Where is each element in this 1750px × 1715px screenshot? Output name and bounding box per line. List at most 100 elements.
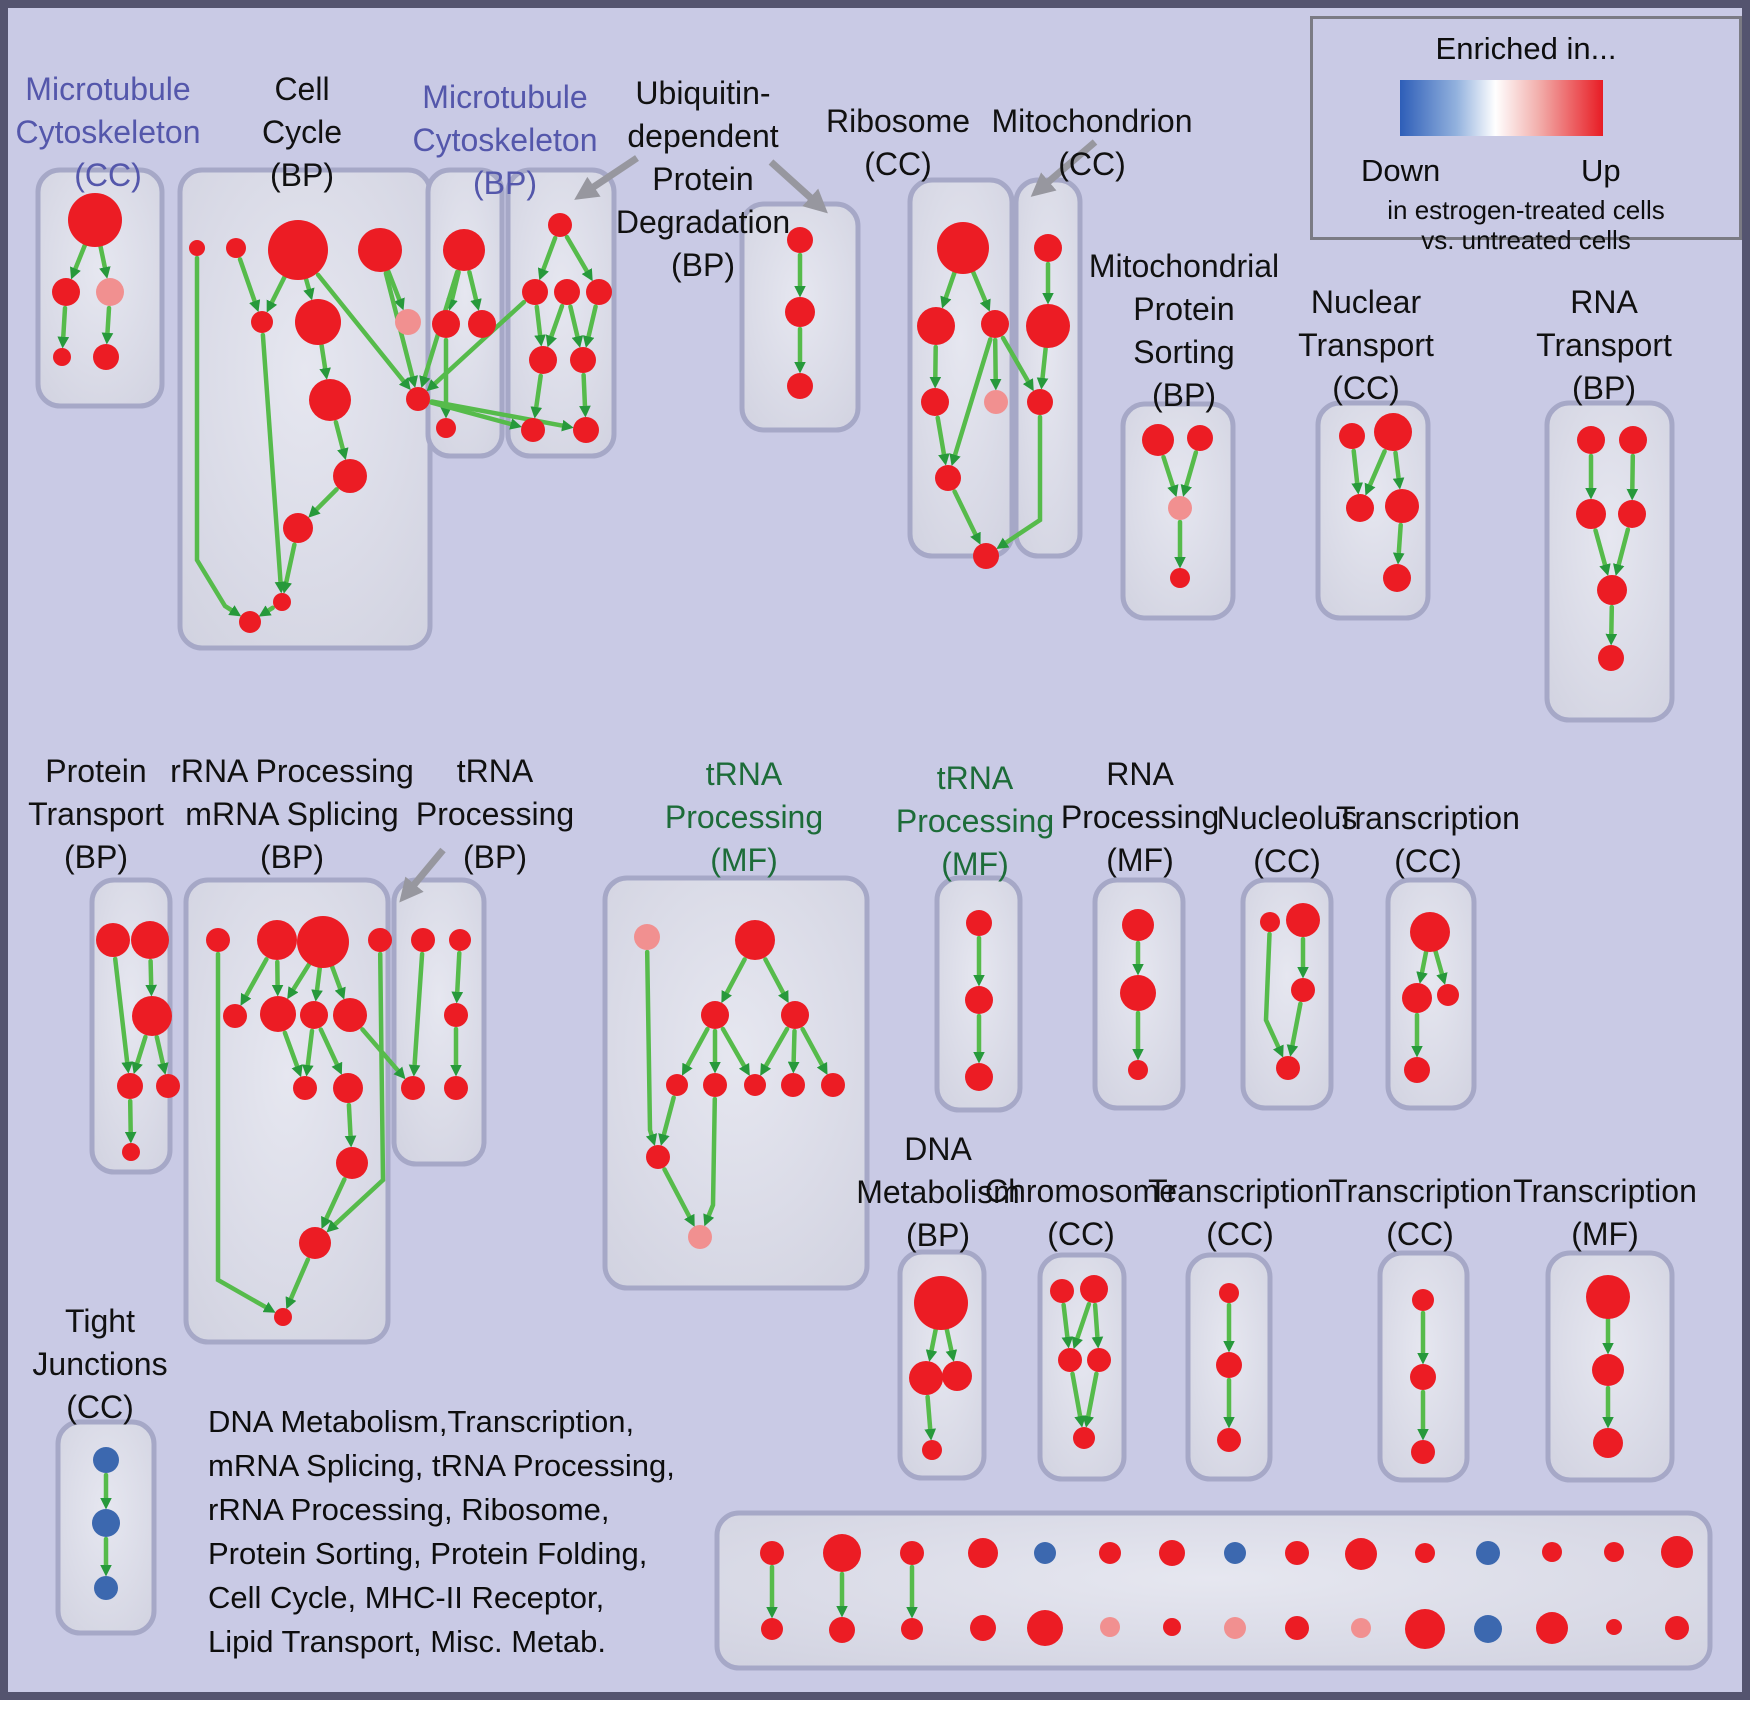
node-rna-transport-1 (1619, 426, 1647, 454)
node-rna-transport-4 (1597, 575, 1627, 605)
label-mitochondrion: Mitochondrion (CC) (922, 100, 1262, 186)
node-ubiquitin-a-1 (522, 279, 548, 305)
edge-trna-mf-1-4-9 (658, 1095, 676, 1146)
edge-rna-transport-4-5 (1605, 604, 1618, 646)
edge-chromosome-1-2 (1071, 1301, 1092, 1350)
edge-cell-cycle-11-12 (258, 605, 275, 617)
edge-mitochondrion-1-2 (1036, 346, 1049, 390)
node-protein-transport-4 (156, 1074, 180, 1098)
node-cell-cycle-11 (273, 593, 291, 611)
edge-cell-cycle-7-9 (333, 419, 349, 461)
node-cell-cycle-7 (309, 379, 351, 421)
edge-microtubule-cc-0-1 (70, 239, 89, 280)
node-ribosome-1 (917, 307, 955, 345)
label-line: (BP) (260, 839, 324, 875)
node-microtubule-cc-2 (96, 278, 124, 306)
label-rna-processing-mf: RNA Processing (MF) (970, 753, 1310, 882)
label-line: Transcription (1513, 1173, 1697, 1209)
label-nuclear-transport: Nuclear Transport (CC) (1196, 281, 1536, 410)
edge-trna-mf-1-9-10 (662, 1167, 695, 1227)
node-cell-cycle-8 (406, 387, 430, 411)
cross-edge-ribosome-to-mitochondrion (1000, 335, 1034, 392)
node-summary-27 (1536, 1612, 1568, 1644)
node-summary-8 (1285, 1541, 1309, 1565)
label-line: (CC) (74, 157, 142, 193)
node-summary-6 (1159, 1540, 1185, 1566)
edge-ubiquitin-a-0-3 (564, 234, 593, 282)
node-trna-mf-1-2 (701, 1001, 729, 1029)
node-dna-metabolism-1 (909, 1361, 943, 1395)
edge-cell-cycle-3-6 (386, 269, 405, 311)
label-line: Cytoskeleton (412, 122, 598, 158)
node-rna-transport-2 (1576, 499, 1606, 529)
node-protein-transport-5 (122, 1143, 140, 1161)
node-protein-transport-3 (117, 1073, 143, 1099)
node-dna-metabolism-2 (942, 1361, 972, 1391)
edge-rrna-mrna-5-8 (282, 1030, 303, 1078)
node-trna-bp-4 (444, 1076, 468, 1100)
edge-cell-cycle-2-8 (315, 272, 411, 391)
node-summary-3 (968, 1538, 998, 1568)
node-rrna-mrna-1 (257, 920, 297, 960)
node-chromosome-2 (1058, 1348, 1082, 1372)
node-summary-23 (1285, 1616, 1309, 1640)
node-rrna-mrna-9 (333, 1073, 363, 1103)
edge-dna-metabolism-1-3 (924, 1394, 937, 1441)
node-summary-24 (1351, 1618, 1371, 1638)
node-transcription-mf-0 (1586, 1275, 1630, 1319)
legend-down-label: Down (1361, 153, 1441, 188)
node-rna-transport-5 (1598, 645, 1624, 671)
node-nucleolus-0 (1260, 912, 1280, 932)
edge-ubiquitin-a-2-5 (568, 304, 584, 348)
edge-mito-sorting-0-2 (1161, 454, 1179, 498)
edge-trna-bp-1-2 (451, 950, 464, 1004)
node-protein-transport-2 (132, 996, 172, 1036)
node-transcription-cc-a-1 (1216, 1352, 1242, 1378)
node-nuclear-transport-2 (1346, 494, 1374, 522)
label-ribosome: Ribosome (CC) (728, 100, 1068, 186)
edge-cell-cycle-5-7 (319, 343, 331, 380)
edge-rrna-mrna-2-5 (287, 961, 312, 1000)
node-cell-cycle-3 (358, 228, 402, 272)
label-line: Chromosome (984, 1173, 1178, 1209)
node-summary-21 (1163, 1618, 1181, 1636)
node-tight-junctions-2 (94, 1576, 118, 1600)
edge-dna-metabolism-0-1 (925, 1323, 939, 1362)
label-pointer-arrow-1 (574, 155, 639, 200)
node-ribosome-2 (981, 310, 1009, 338)
node-transcription-mf-2 (1593, 1428, 1623, 1458)
node-rrna-mrna-0 (206, 928, 230, 952)
label-line: Mitochondrial (1088, 248, 1280, 284)
node-dna-metabolism-0 (914, 1276, 968, 1330)
label-line: tRNA (936, 760, 1014, 796)
node-transcription-cc-b-2 (1411, 1440, 1435, 1464)
node-cell-cycle-1 (226, 238, 246, 258)
edge-ubiquitin-a-5-7 (579, 372, 591, 418)
label-trna-mf-2: tRNA Processing (MF) (805, 757, 1145, 886)
node-rna-processing-mf-1 (1120, 975, 1156, 1011)
node-trna-mf-1-4 (666, 1074, 688, 1096)
node-tight-junctions-1 (92, 1509, 120, 1537)
node-summary-0 (760, 1541, 784, 1565)
node-trna-mf-1-7 (781, 1073, 805, 1097)
label-transcription-cc-upper: Transcription (CC) (1258, 797, 1598, 883)
node-chromosome-4 (1073, 1427, 1095, 1449)
node-transcription-cc-b-0 (1412, 1289, 1434, 1311)
label-trna-bp: tRNA Processing (BP) (325, 750, 665, 879)
label-line: (BP) (270, 157, 334, 193)
label-line: Transcription (1328, 1173, 1512, 1209)
label-line: Tight (65, 1303, 135, 1339)
node-summary-7 (1224, 1542, 1246, 1564)
edge-cell-cycle-0-12 (194, 255, 242, 617)
label-pointer-arrow-3 (1030, 139, 1098, 197)
label-transcription-mf: Transcription (MF) (1435, 1170, 1750, 1256)
edge-cell-cycle-2-4 (266, 269, 290, 313)
label-line: Transport (1298, 327, 1434, 363)
cluster-box-nucleolus (1240, 877, 1334, 1111)
label-line: Transcription (1148, 1173, 1332, 1209)
edge-trna-mf-1-5-10 (703, 1096, 718, 1227)
label-line: (CC) (1394, 843, 1462, 879)
node-rrna-mrna-2 (297, 916, 349, 968)
